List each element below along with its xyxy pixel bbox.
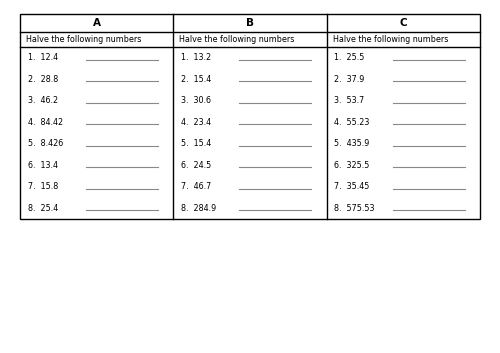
Text: 6.  13.4: 6. 13.4 xyxy=(28,161,58,169)
Text: 7.  46.7: 7. 46.7 xyxy=(181,182,211,191)
Text: A: A xyxy=(92,18,100,28)
Text: 4.  84.42: 4. 84.42 xyxy=(28,118,63,127)
Text: 1.  25.5: 1. 25.5 xyxy=(334,53,364,62)
Text: 1.  12.4: 1. 12.4 xyxy=(28,53,58,62)
Text: C: C xyxy=(400,18,407,28)
Text: B: B xyxy=(246,18,254,28)
Text: 2.  15.4: 2. 15.4 xyxy=(181,74,211,84)
Text: 1.  13.2: 1. 13.2 xyxy=(181,53,211,62)
Text: 5.  8.426: 5. 8.426 xyxy=(28,139,63,148)
Text: 3.  53.7: 3. 53.7 xyxy=(334,96,364,105)
Text: 8.  25.4: 8. 25.4 xyxy=(28,204,58,213)
Text: Halve the following numbers: Halve the following numbers xyxy=(333,35,448,44)
Text: 6.  24.5: 6. 24.5 xyxy=(181,161,211,169)
Text: 5.  435.9: 5. 435.9 xyxy=(334,139,370,148)
Text: 7.  35.45: 7. 35.45 xyxy=(334,182,370,191)
Text: 4.  23.4: 4. 23.4 xyxy=(181,118,211,127)
Text: 8.  284.9: 8. 284.9 xyxy=(181,204,216,213)
Text: 3.  46.2: 3. 46.2 xyxy=(28,96,58,105)
Text: 2.  28.8: 2. 28.8 xyxy=(28,74,58,84)
Text: 5.  15.4: 5. 15.4 xyxy=(181,139,211,148)
Text: 7.  15.8: 7. 15.8 xyxy=(28,182,58,191)
Text: 8.  575.53: 8. 575.53 xyxy=(334,204,375,213)
Text: 4.  55.23: 4. 55.23 xyxy=(334,118,370,127)
Text: Halve the following numbers: Halve the following numbers xyxy=(26,35,142,44)
Bar xyxy=(20,14,480,219)
Text: Halve the following numbers: Halve the following numbers xyxy=(180,35,295,44)
Text: 6.  325.5: 6. 325.5 xyxy=(334,161,370,169)
Text: 3.  30.6: 3. 30.6 xyxy=(181,96,211,105)
Text: 2.  37.9: 2. 37.9 xyxy=(334,74,364,84)
